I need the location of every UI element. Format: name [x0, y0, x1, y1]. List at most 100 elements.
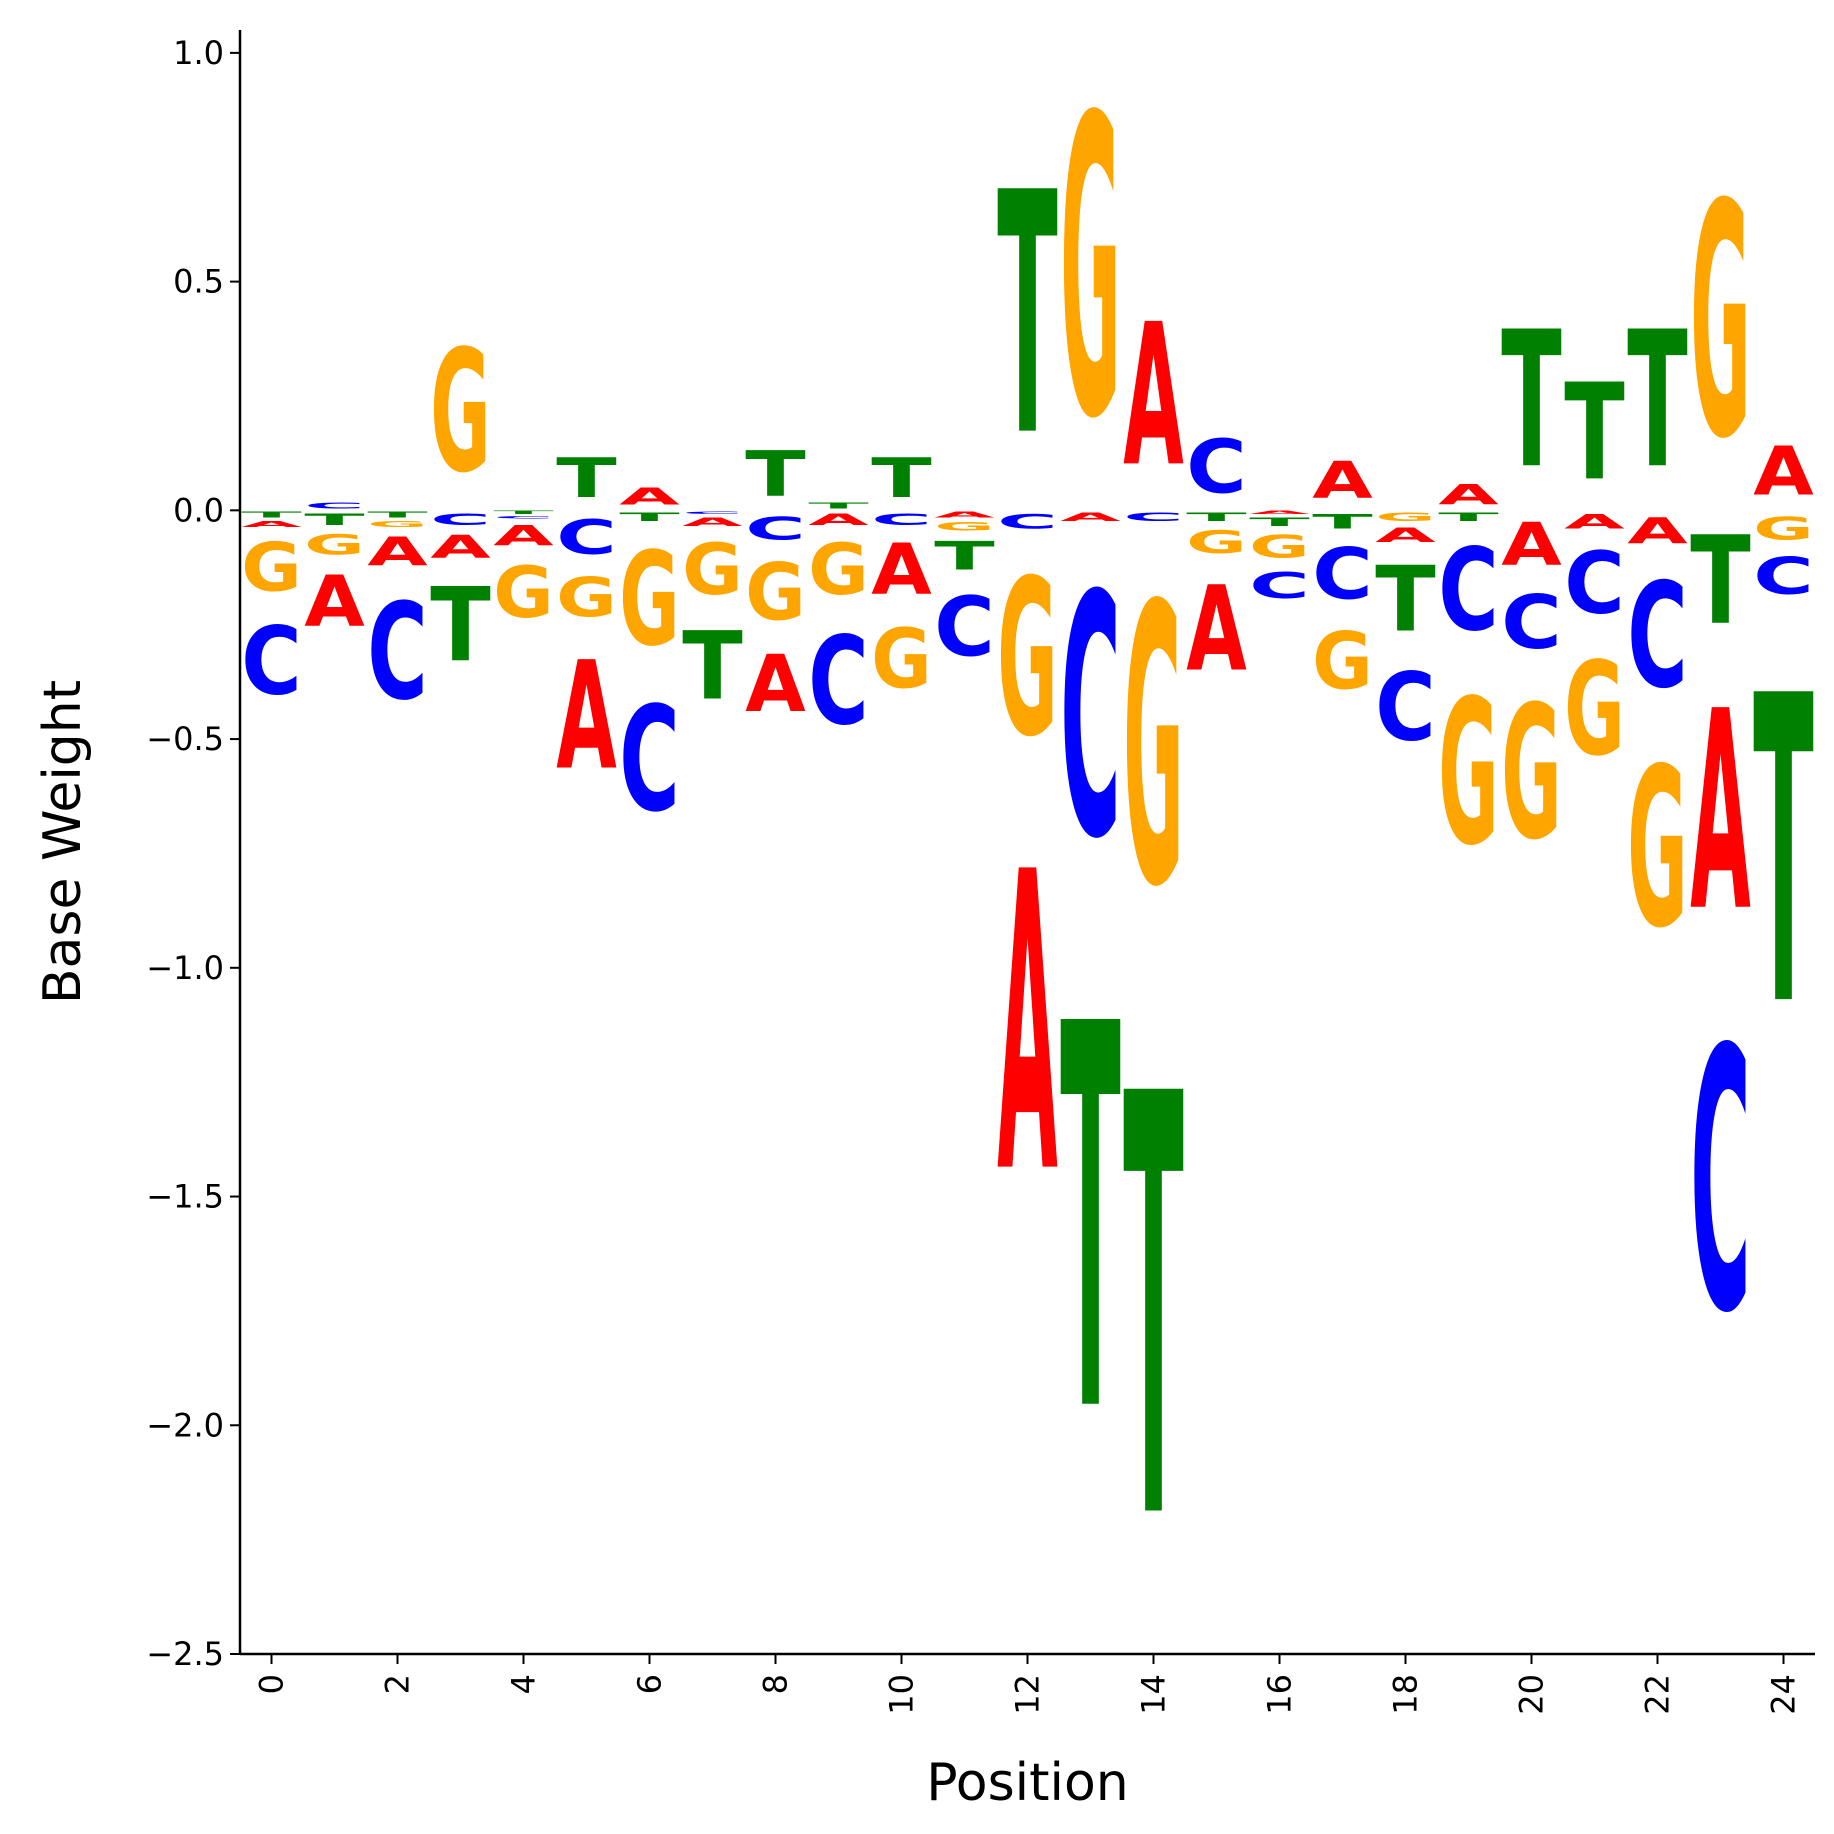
logo-letter-c: C: [1375, 652, 1435, 761]
logo-letter-a: A: [1060, 511, 1120, 525]
logo-letter-t: T: [1186, 510, 1246, 524]
logo-letter-g: G: [1186, 524, 1246, 560]
logo-letter-t: T: [1564, 355, 1624, 510]
logo-letter-a: A: [556, 630, 617, 803]
logo-letter-t: T: [241, 510, 302, 519]
logo-letter-t: T: [682, 611, 742, 721]
y-tick-label: 1.0: [173, 34, 224, 72]
logo-letter-c: C: [1501, 579, 1561, 666]
x-axis-ticks: 0 2 4 6 8 10 12 14 16 18 20 22 24: [253, 1654, 1803, 1715]
logo-letter-t: T: [1753, 607, 1814, 1098]
logo-letter-g: G: [1501, 667, 1561, 881]
logo-letter-t: T: [556, 447, 616, 510]
logo-letter-g: G: [1564, 633, 1624, 784]
logo-letter-c: C: [304, 501, 364, 510]
logo-letter-t: T: [1690, 511, 1750, 653]
logo-letter-c: C: [556, 511, 616, 566]
logo-letter-c: C: [1564, 534, 1624, 634]
logo-letter-g: G: [1690, 136, 1750, 510]
logo-letter-g: G: [1060, 30, 1120, 509]
logo-letter-g: G: [1627, 721, 1687, 977]
x-tick-label: 10: [883, 1674, 921, 1715]
logo-letter-a: A: [1312, 451, 1372, 510]
logo-letter-c: C: [997, 511, 1057, 534]
logo-letter-a: A: [1123, 284, 1183, 511]
logo-letter-a: A: [1627, 511, 1688, 552]
logo-letter-a: A: [619, 483, 680, 511]
x-tick-label: 4: [505, 1674, 543, 1694]
logo-letter-c: C: [808, 613, 868, 753]
logo-letter-t: T: [1438, 510, 1498, 524]
x-tick-label: 24: [1765, 1674, 1803, 1715]
logo-letter-a: A: [1753, 434, 1813, 511]
logo-letter-t: T: [871, 447, 931, 510]
logo-letter-g: G: [871, 613, 931, 708]
logo-letter-c: C: [619, 676, 679, 844]
logo-letter-c: C: [241, 607, 301, 716]
logo-letter-g: G: [430, 315, 490, 511]
logo-letter-a: A: [367, 529, 428, 575]
logo-letter-g: G: [1312, 615, 1372, 707]
logo-letter-a: A: [934, 510, 995, 519]
y-axis-label: Base Weight: [33, 680, 93, 1004]
logo-letter-t: T: [997, 123, 1057, 510]
x-axis-label: Position: [926, 1753, 1128, 1813]
logo-letter-g: G: [808, 529, 868, 611]
logo-letter-c: C: [871, 510, 931, 528]
logo-letter-g: G: [367, 520, 427, 529]
y-tick-label: 0.5: [173, 263, 224, 301]
logo-letter-a: A: [1249, 510, 1310, 515]
y-tick-label: −1.5: [146, 1178, 224, 1216]
logo-letters: TAGCCTGATGACGCATTCAGTCGAATGCCAGTTCGATAGC…: [241, 30, 1814, 1647]
logo-letter-a: A: [808, 511, 869, 529]
y-tick-label: −0.5: [146, 720, 224, 758]
logo-letter-a: A: [1186, 561, 1246, 698]
x-tick-label: 16: [1261, 1674, 1299, 1715]
logo-letter-t: T: [1501, 291, 1561, 510]
logo-letter-g: G: [241, 529, 301, 607]
logo-letter-t: T: [745, 438, 805, 511]
logo-letter-g: G: [1249, 529, 1309, 565]
logo-letter-c: C: [493, 515, 553, 520]
x-tick-label: 0: [253, 1674, 291, 1694]
x-tick-label: 2: [379, 1674, 417, 1694]
logo-letter-c: C: [1690, 973, 1750, 1392]
logo-letter-t: T: [1123, 974, 1184, 1648]
logo-letter-a: A: [1501, 511, 1562, 579]
logo-letter-t: T: [493, 510, 554, 515]
logo-letter-a: A: [745, 639, 806, 730]
logo-letter-g: G: [493, 552, 553, 634]
x-tick-label: 6: [631, 1674, 669, 1694]
logo-letter-c: C: [1186, 423, 1246, 510]
logo-letter-a: A: [1690, 654, 1750, 972]
logo-letter-c: C: [934, 580, 994, 675]
y-tick-label: −2.5: [146, 1635, 224, 1673]
logo-letter-g: G: [1753, 511, 1813, 547]
logo-letter-t: T: [934, 534, 995, 580]
logo-letter-a: A: [241, 520, 302, 529]
logo-letter-t: T: [1060, 916, 1121, 1530]
logo-letter-a: A: [682, 515, 742, 529]
logo-letter-c: C: [1249, 565, 1309, 606]
logo-letter-g: G: [934, 520, 994, 534]
logo-letter-t: T: [367, 510, 428, 519]
y-axis-ticks: 1.0 0.5 0.0 −0.5 −1.0 −1.5 −2.0 −2.5: [146, 34, 240, 1673]
logo-letter-t: T: [430, 566, 490, 684]
logo-letter-a: A: [871, 529, 932, 611]
logo-letter-t: T: [1312, 511, 1373, 534]
logo-letter-t: T: [304, 511, 365, 529]
x-tick-label: 18: [1387, 1674, 1425, 1715]
logo-letter-g: G: [997, 534, 1057, 784]
logo-letter-t: T: [1627, 291, 1687, 510]
logo-letter-g: G: [682, 529, 742, 611]
logo-letter-a: A: [997, 786, 1058, 1264]
logo-letter-c: C: [1060, 526, 1120, 913]
x-tick-label: 8: [757, 1674, 795, 1694]
logo-letter-t: T: [808, 501, 869, 510]
logo-letter-t: T: [1249, 515, 1309, 529]
logo-letter-c: C: [1312, 534, 1372, 616]
logo-letter-a: A: [493, 520, 554, 552]
x-tick-label: 14: [1135, 1674, 1173, 1715]
x-tick-label: 22: [1639, 1674, 1677, 1715]
